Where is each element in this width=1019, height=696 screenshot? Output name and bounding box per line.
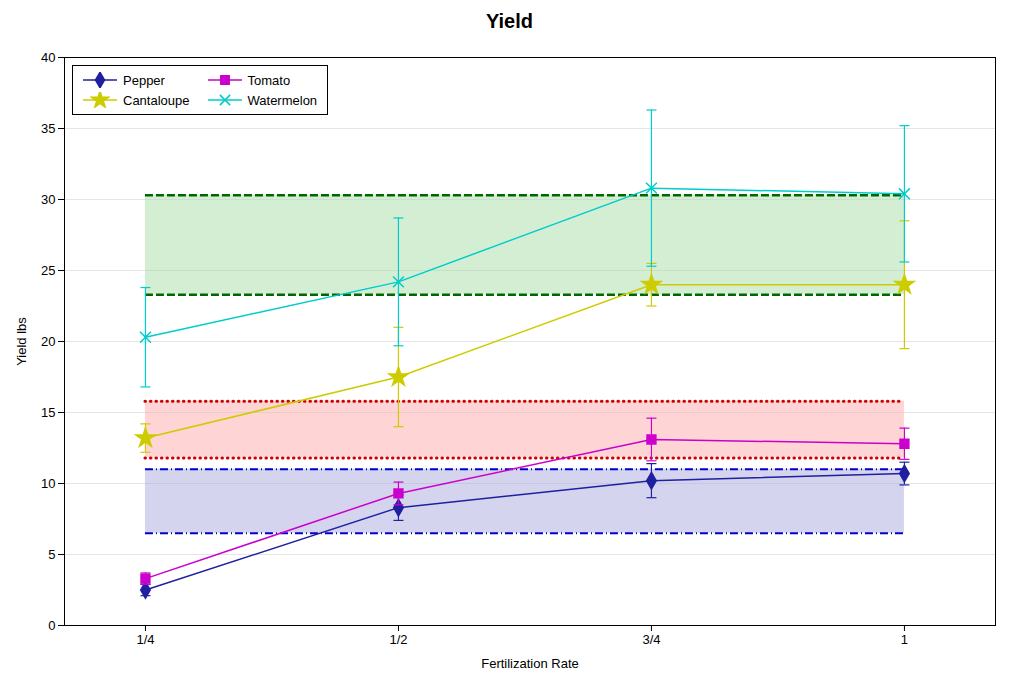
svg-text:0: 0 — [48, 618, 55, 633]
html-text:Tomato: Tomato — [247, 72, 291, 88]
html-text:Pepper: Pepper — [123, 72, 165, 88]
svg-text:20: 20 — [41, 334, 55, 349]
svg-text:15: 15 — [41, 405, 55, 420]
html-text:Watermelon: Watermelon — [247, 92, 318, 108]
svg-text:1/4: 1/4 — [136, 632, 154, 647]
html-text:Yield: Yield — [486, 10, 533, 32]
svg-text:35: 35 — [41, 121, 55, 136]
svg-text:Fertilization Rate: Fertilization Rate — [481, 656, 579, 671]
svg-text:5: 5 — [48, 547, 55, 562]
html-text:Cantaloupe: Cantaloupe — [123, 92, 190, 108]
svg-text:30: 30 — [41, 192, 55, 207]
svg-text:3/4: 3/4 — [642, 632, 660, 647]
svg-text:25: 25 — [41, 263, 55, 278]
svg-text:10: 10 — [41, 476, 55, 491]
svg-text:1/2: 1/2 — [389, 632, 407, 647]
svg-text:Yield lbs: Yield lbs — [14, 317, 29, 366]
svg-text:40: 40 — [41, 50, 55, 65]
svg-text:1: 1 — [901, 632, 908, 647]
